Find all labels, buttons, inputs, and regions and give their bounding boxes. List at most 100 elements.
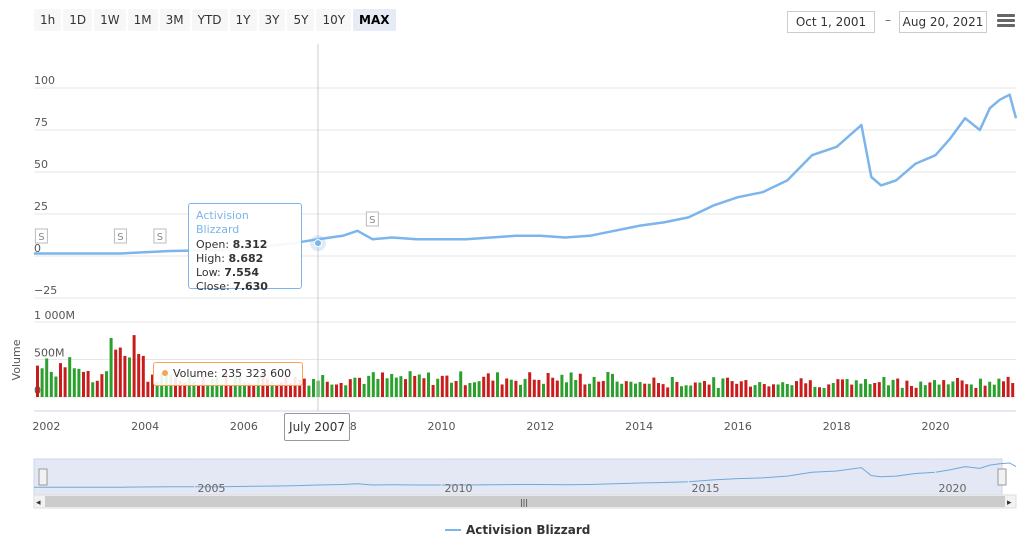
volume-bar (864, 379, 867, 397)
volume-bar (928, 382, 932, 397)
volume-bar (868, 384, 872, 397)
volume-bar (123, 355, 127, 397)
range-to-input[interactable]: Aug 20, 2021 (899, 11, 987, 33)
volume-bar (183, 382, 187, 397)
volume-bar (302, 378, 306, 397)
zoom-button-1w[interactable]: 1W (94, 9, 126, 31)
volume-bar (873, 382, 877, 397)
navigator-tick-label: 2005 (198, 482, 226, 495)
navigator-tick-label: 2015 (692, 482, 720, 495)
zoom-button-1d[interactable]: 1D (63, 9, 93, 31)
volume-bar (100, 374, 104, 397)
volume-bar (210, 378, 214, 397)
low-value: 7.554 (224, 266, 260, 279)
volume-bar (40, 368, 44, 397)
volume-bar (808, 380, 812, 397)
volume-bar (601, 380, 605, 397)
volume-bar (528, 372, 532, 397)
volume-bar (643, 383, 647, 397)
volume-bar (753, 385, 757, 397)
volume-bar (519, 384, 522, 397)
volume-value: 235 323 600 (221, 367, 292, 380)
volume-bar (72, 368, 76, 397)
volume-bar (684, 385, 688, 397)
volume-bar (95, 380, 99, 397)
zoom-button-5y[interactable]: 5Y (287, 9, 315, 31)
y-tick-label: 0 (34, 242, 41, 255)
volume-bar (454, 381, 458, 397)
volume-bar (137, 354, 141, 397)
volume-bar (818, 387, 821, 397)
volume-bar (716, 387, 720, 397)
volume-bar (707, 384, 711, 397)
volume-bar (721, 378, 725, 397)
volume-bar (772, 384, 775, 397)
navigator-left-handle (38, 468, 48, 486)
volume-bar (905, 380, 909, 397)
volume-bar (597, 381, 601, 397)
volume-bar (45, 358, 49, 397)
volume-bar (620, 383, 624, 397)
volume-bar (758, 382, 762, 397)
volume-bar (942, 380, 946, 397)
volume-bar (390, 373, 394, 397)
volume-bar (974, 387, 978, 397)
volume-bar (408, 371, 412, 397)
volume-bar (1011, 383, 1015, 397)
zoom-button-1m[interactable]: 1M (127, 9, 158, 31)
zoom-button-3y[interactable]: 3Y (258, 9, 286, 31)
volume-bar (730, 381, 734, 397)
volume-bar (289, 383, 292, 397)
volume-bar (307, 385, 311, 397)
volume-bar (882, 376, 886, 397)
scroll-grip-icon: ||| (520, 498, 528, 507)
price-line (34, 93, 1018, 255)
volume-tooltip: Volume: 235 323 600 (153, 362, 303, 386)
volume-bar (68, 357, 72, 397)
zoom-button-10y[interactable]: 10Y (316, 9, 352, 31)
volume-bar (887, 385, 890, 397)
range-from-input[interactable]: Oct 1, 2001 (787, 11, 875, 33)
split-flag-label: S (369, 215, 375, 226)
volume-bar (680, 386, 683, 397)
tooltip-title: Activision Blizzard (196, 209, 249, 236)
volume-bar (712, 377, 716, 397)
volume-bar (578, 373, 582, 397)
volume-bar (201, 376, 205, 397)
legend-item[interactable]: Activision Blizzard (445, 523, 590, 537)
volume-bar (146, 381, 150, 397)
volume-bar (381, 372, 384, 397)
volume-bar (371, 372, 375, 397)
volume-bar (574, 380, 578, 397)
volume-bar (151, 374, 154, 397)
menu-icon[interactable] (997, 12, 1015, 30)
zoom-button-1y[interactable]: 1Y (229, 9, 257, 31)
volume-bar (703, 381, 706, 397)
volume-bar (588, 383, 591, 397)
volume-bar (910, 385, 913, 397)
zoom-button-3m[interactable]: 3M (159, 9, 190, 31)
volume-bar (923, 385, 927, 397)
zoom-button-max[interactable]: MAX (353, 9, 396, 31)
volume-bar (325, 381, 329, 397)
zoom-button-1h[interactable]: 1h (34, 9, 62, 31)
split-flag (153, 228, 167, 244)
hover-point (314, 239, 322, 248)
high-value: 8.682 (228, 252, 264, 265)
volume-bar (192, 381, 196, 397)
zoom-button-ytd[interactable]: YTD (191, 9, 228, 31)
volume-bar (537, 379, 541, 397)
volume-bar (114, 349, 118, 397)
volume-bar (417, 374, 421, 397)
volume-bar (266, 378, 269, 397)
volume-bar (739, 381, 743, 397)
volume-bar (969, 384, 973, 397)
volume-bar (946, 384, 950, 397)
volume-bar (36, 365, 39, 397)
volume-bar (785, 383, 789, 397)
volume-bar (243, 382, 246, 397)
volume-bar (187, 375, 191, 397)
volume-bar (790, 385, 794, 397)
volume-bar (859, 383, 863, 397)
